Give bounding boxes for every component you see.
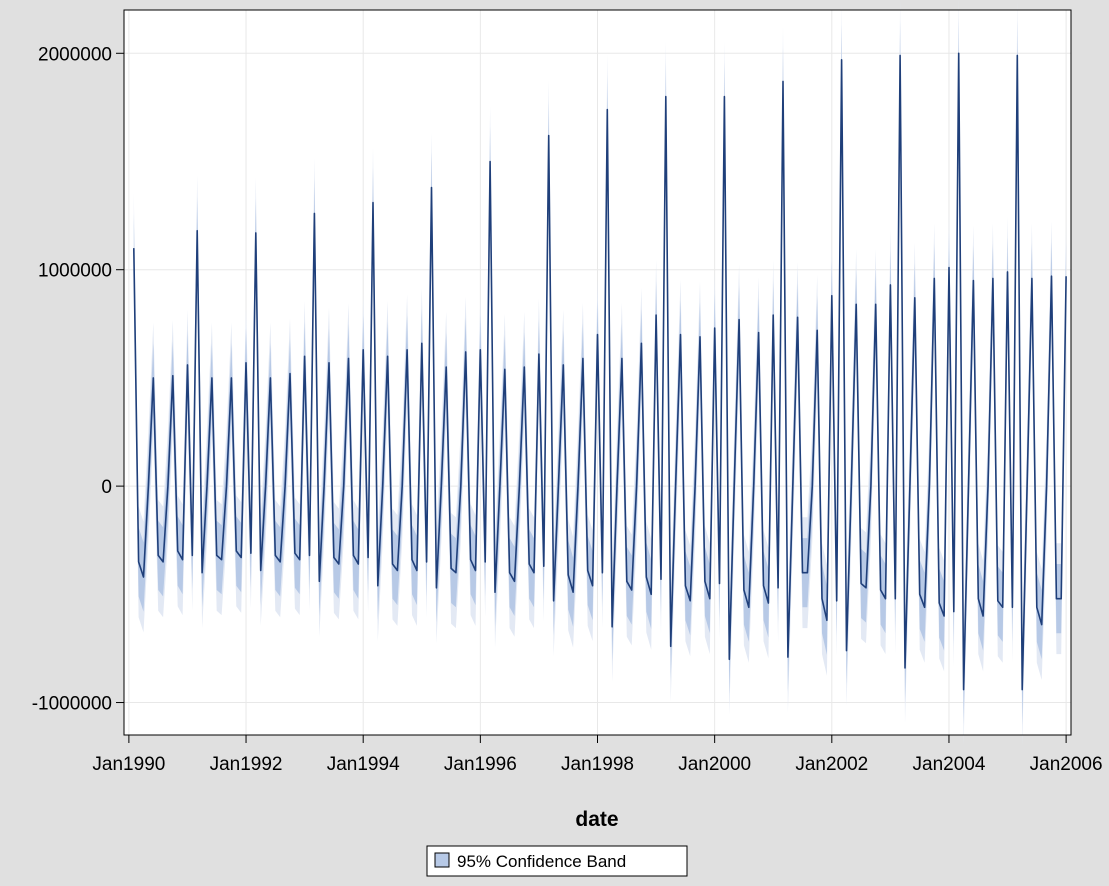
x-tick-label: Jan2004 xyxy=(913,754,986,775)
y-tick-label: 0 xyxy=(101,477,112,498)
x-tick-label: Jan2000 xyxy=(678,754,751,775)
legend-box xyxy=(426,845,688,877)
x-tick-label: Jan1998 xyxy=(561,754,634,775)
legend-swatch-confidence-band xyxy=(434,852,450,868)
y-tick-label: 2000000 xyxy=(38,44,112,65)
x-tick-label: Jan1990 xyxy=(92,754,165,775)
y-axis: 2000000 1000000 0 -1000000 xyxy=(32,44,124,715)
y-tick-label: -1000000 xyxy=(32,694,112,715)
x-tick-label: Jan2006 xyxy=(1030,754,1103,775)
x-tick-label: Jan1994 xyxy=(327,754,400,775)
legend-label: 95% Confidence Band xyxy=(457,852,626,871)
x-axis: Jan1990 Jan1992 Jan1994 Jan1996 Jan1998 Jan20… xyxy=(92,735,1103,775)
confidence-band-outer-area xyxy=(133,0,1067,745)
x-tick-label: Jan1996 xyxy=(444,754,517,775)
series-line xyxy=(133,52,1067,691)
x-axis-label: date xyxy=(575,808,618,831)
x-tick-label: Jan1992 xyxy=(210,754,283,775)
legend: 95% Confidence Band xyxy=(426,845,688,877)
x-tick-label: Jan2002 xyxy=(795,754,868,775)
y-tick-label: 1000000 xyxy=(38,261,112,282)
confidence-band-outer xyxy=(133,0,1067,745)
series-line-path xyxy=(133,52,1067,691)
